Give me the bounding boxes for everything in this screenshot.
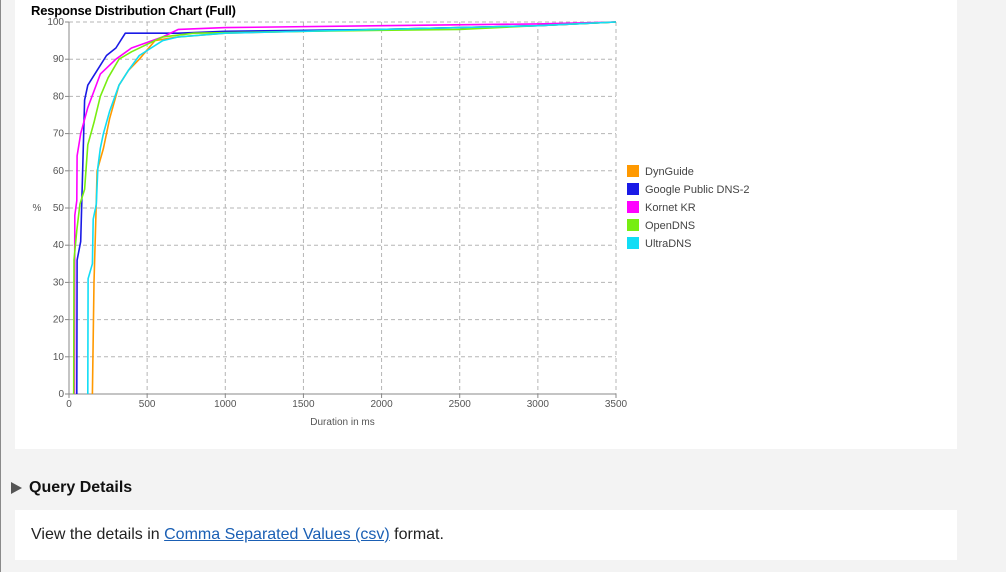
legend-label: UltraDNS <box>645 238 691 250</box>
legend-label: DynGuide <box>645 166 694 178</box>
x-tick-label: 3500 <box>605 399 628 410</box>
y-tick-label: 10 <box>53 352 65 363</box>
details-text-before: View the details in <box>31 526 165 543</box>
legend-label: Kornet KR <box>645 202 696 214</box>
x-tick-label: 1500 <box>292 399 315 410</box>
x-tick-label: 0 <box>66 399 72 410</box>
legend-label: Google Public DNS-2 <box>645 184 750 196</box>
legend-swatch <box>627 183 639 195</box>
details-text-after: format. <box>389 526 444 543</box>
x-axis-label: Duration in ms <box>310 417 374 428</box>
y-tick-label: 40 <box>53 240 65 251</box>
x-tick-label: 3000 <box>527 399 550 410</box>
left-border <box>0 0 1 572</box>
query-details-toggle[interactable]: Query Details <box>11 478 132 498</box>
legend-swatch <box>627 219 639 231</box>
chart-panel: Response Distribution Chart (Full) 0 10 20… <box>15 0 957 449</box>
y-tick-label: 100 <box>47 17 64 28</box>
y-tick-label: 70 <box>53 129 65 140</box>
legend-swatch <box>627 237 639 249</box>
y-tick-label: 50 <box>53 203 65 214</box>
csv-link[interactable]: Comma Separated Values (csv) <box>164 526 390 543</box>
y-tick-label: 0 <box>58 389 64 400</box>
y-tick-label: 30 <box>53 277 65 288</box>
y-tick-label: 80 <box>53 91 65 102</box>
legend-swatch <box>627 201 639 213</box>
y-tick-label: 90 <box>53 54 65 65</box>
y-tick-label: 60 <box>53 166 65 177</box>
chart-title: Response Distribution Chart (Full) <box>31 3 236 18</box>
x-tick-label: 2500 <box>449 399 472 410</box>
series-line-kornet-kr <box>73 21 617 395</box>
series-line-google-public-dns-2 <box>76 21 617 395</box>
query-details-panel: View the details in Comma Separated Valu… <box>15 510 957 560</box>
legend-label: OpenDNS <box>645 220 695 232</box>
expand-triangle-icon <box>11 482 22 494</box>
y-tick-label: 20 <box>53 315 65 326</box>
legend-swatch <box>627 165 639 177</box>
x-tick-label: 1000 <box>214 399 237 410</box>
x-tick-label: 2000 <box>370 399 393 410</box>
query-details-text: View the details in Comma Separated Valu… <box>31 526 444 544</box>
x-tick-label: 500 <box>139 399 156 410</box>
series-line-ultradns <box>87 21 617 395</box>
y-axis-label: % <box>33 203 42 214</box>
query-details-title: Query Details <box>29 479 133 496</box>
